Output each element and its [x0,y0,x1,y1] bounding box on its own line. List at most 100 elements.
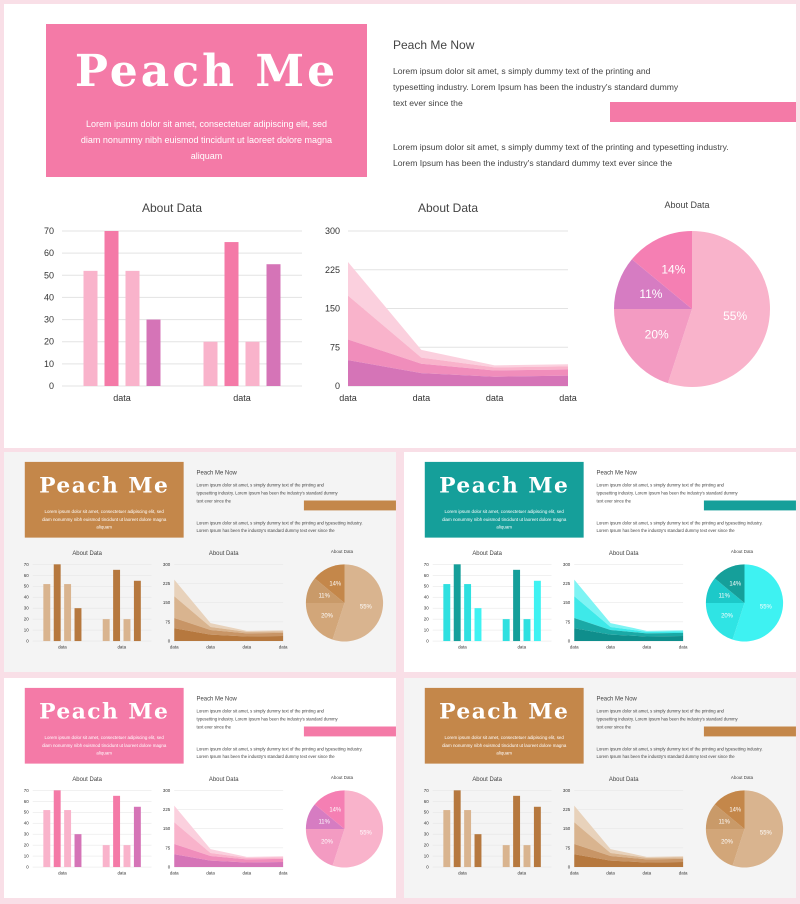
title-box: Peach Me Lorem ipsum dolor sit amet, con… [24,687,184,764]
slide-canvas: Peach Me Lorem ipsum dolor sit amet, con… [4,452,396,672]
brand-tagline: Lorem ipsum dolor sit amet, consectetuer… [442,734,567,756]
bar [464,810,472,868]
pie-slice [631,231,692,309]
x-tick-label: data [643,644,652,649]
y-tick-label: 300 [325,226,340,236]
y-tick-label: 225 [163,581,171,586]
area-series [574,618,684,637]
y-tick-label: 300 [563,562,571,567]
y-tick-label: 10 [24,628,29,633]
area-series [348,295,568,371]
y-tick-label: 70 [44,226,54,236]
bar [113,795,121,868]
y-tick-label: 10 [24,854,29,859]
y-tick-label: 0 [168,639,171,644]
brand-title: Peach Me [39,472,170,499]
accent-bar [303,500,396,511]
area-series [174,822,284,860]
paragraph-1: Lorem ipsum dolor sit amet, s simply dum… [596,708,738,730]
y-tick-label: 150 [325,304,340,314]
x-tick-label: data [517,870,526,875]
y-tick-label: 40 [44,292,54,302]
pie-label: 11% [318,594,330,600]
pie-slice [705,804,745,829]
bar [245,341,260,386]
y-tick-label: 60 [44,248,54,258]
chart-title: About Data [331,775,354,780]
bar [513,569,521,642]
bar [102,619,110,642]
pie-label: 14% [329,581,342,587]
y-tick-label: 0 [335,381,340,391]
pie-slice [614,259,692,309]
bar [502,619,510,642]
area-chart: About Data 0 75 150 225 300 data data data data [563,551,688,650]
thumbnail-slide-brown[interactable]: Peach Me Lorem ipsum dolor sit amet, con… [4,452,396,672]
pie-label: 55% [760,830,773,836]
chart-title: About Data [209,777,239,783]
paragraph-1: Lorem ipsum dolor sit amet, s simply dum… [393,66,679,108]
pie-label: 14% [729,807,742,813]
main-slide[interactable]: Peach Me Lorem ipsum dolor sit amet, con… [4,4,796,448]
y-tick-label: 60 [424,573,429,578]
bar [224,242,239,386]
y-tick-label: 20 [24,617,29,622]
pie-label: 14% [661,262,685,276]
x-tick-label: data [117,644,126,649]
x-tick-label: data [117,870,126,875]
section-title: Peach Me Now [196,694,237,702]
pie-slice [667,231,770,387]
pie-label: 20% [645,328,669,342]
chart-title: About Data [209,551,239,557]
x-tick-label: data [458,644,467,649]
x-tick-label: data [170,870,179,875]
x-tick-label: data [413,393,431,403]
thumbnail-slide-pink[interactable]: Peach Me Lorem ipsum dolor sit amet, con… [4,678,396,898]
y-tick-label: 300 [163,562,171,567]
y-tick-label: 40 [424,821,429,826]
slide-canvas: Peach Me Lorem ipsum dolor sit amet, con… [404,452,796,672]
pie-chart: About Data 55% 20% 11% 14% [305,549,384,642]
chart-title: About Data [472,551,502,557]
area-chart: About Data 0 75 150 225 300 data data data data [163,777,288,876]
bar [464,584,472,642]
pie-slice [732,790,784,868]
pie-label: 11% [318,820,330,826]
slide-canvas: Peach Me Lorem ipsum dolor sit amet, con… [404,678,796,898]
bar [443,584,451,642]
area-series [174,854,284,868]
x-tick-label: data [243,644,252,649]
y-tick-label: 20 [424,617,429,622]
chart-title: About Data [731,775,754,780]
bar [474,834,482,868]
pie-label: 20% [321,840,334,846]
section-title: Peach Me Now [596,694,637,702]
area-series [174,618,284,637]
thumbnail-slide-brown-alt[interactable]: Peach Me Lorem ipsum dolor sit amet, con… [404,678,796,898]
accent-bar [303,726,396,737]
y-tick-label: 40 [24,821,29,826]
y-tick-label: 10 [424,628,429,633]
area-series [348,339,568,377]
y-tick-label: 50 [24,810,29,815]
pie-slice [305,578,345,603]
x-tick-label: data [243,870,252,875]
pie-label: 14% [729,581,742,587]
x-tick-label: data [606,870,615,875]
bar [53,790,61,868]
thumbnail-slide-teal[interactable]: Peach Me Lorem ipsum dolor sit amet, con… [404,452,796,672]
bar [102,845,110,868]
pie-slice [714,790,745,829]
y-tick-label: 225 [325,265,340,275]
area-chart: About Data 0 75 150 225 300 data data data data [325,201,577,403]
y-tick-label: 150 [163,600,171,605]
y-tick-label: 30 [44,315,54,325]
bar [533,806,541,868]
y-tick-label: 50 [424,584,429,589]
bar-chart: About Data 0 10 20 30 40 50 60 70 data data [424,551,552,649]
pie-slice [332,790,384,868]
title-box: Peach Me Lorem ipsum dolor sit amet, con… [24,461,184,538]
pie-slice [305,828,345,866]
area-series [574,854,684,868]
pie-slice [305,804,345,829]
